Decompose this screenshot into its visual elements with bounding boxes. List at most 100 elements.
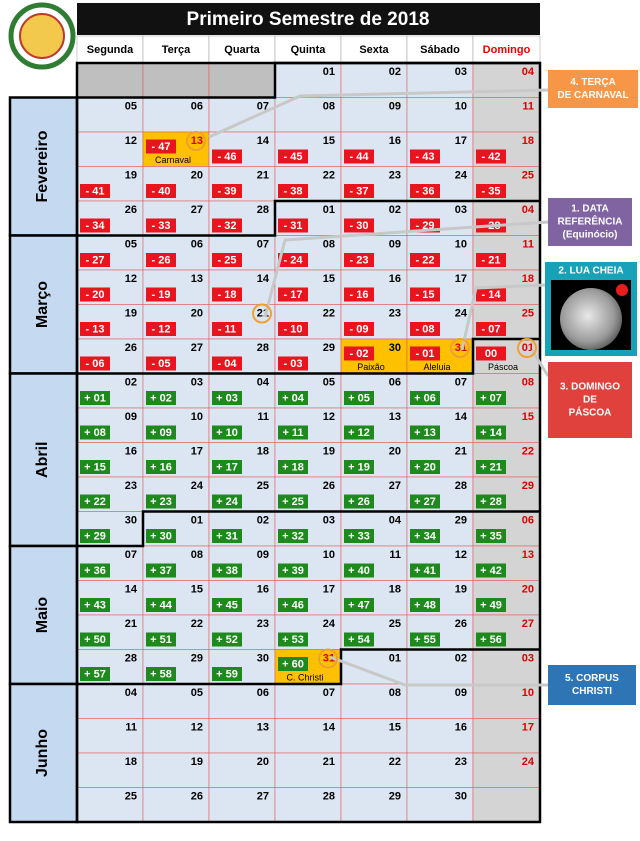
count-badge — [80, 391, 110, 405]
day-number: 23 — [455, 756, 467, 768]
count-label: + 54 — [348, 634, 371, 646]
day-number: 26 — [455, 618, 467, 630]
day-number: 06 — [191, 238, 203, 250]
count-label: + 47 — [348, 599, 370, 611]
day-number: 05 — [125, 238, 137, 250]
count-label: - 41 — [86, 185, 105, 197]
count-badge — [212, 218, 242, 233]
day-note: Páscoa — [488, 362, 518, 372]
count-badge — [278, 356, 308, 371]
count-badge — [410, 632, 440, 647]
count-badge — [410, 253, 440, 267]
count-label: + 35 — [480, 530, 502, 542]
count-label: - 18 — [218, 289, 237, 301]
count-badge — [410, 184, 440, 198]
day-number: 11 — [522, 100, 534, 112]
count-label: + 21 — [480, 461, 502, 473]
count-label: - 02 — [350, 348, 369, 360]
day-number: 04 — [257, 376, 270, 388]
day-number: 06 — [257, 687, 269, 699]
day-number: 10 — [191, 411, 203, 423]
count-label: + 59 — [216, 668, 238, 680]
day-number: 13 — [257, 721, 269, 733]
count-label: + 31 — [216, 530, 238, 542]
day-number: 11 — [522, 238, 534, 250]
count-badge — [476, 391, 506, 405]
day-number: 14 — [257, 135, 270, 147]
month-name: Março — [34, 281, 51, 328]
count-label: - 23 — [350, 254, 369, 266]
day-number: 30 — [389, 342, 401, 354]
count-label: + 18 — [282, 461, 304, 473]
day-number: 17 — [455, 135, 467, 147]
weekday: Segunda — [87, 44, 134, 56]
day-number: 29 — [389, 790, 401, 802]
count-badge — [344, 529, 374, 543]
day-number: 27 — [257, 790, 269, 802]
day-number: 27 — [522, 618, 534, 630]
day-number: 26 — [125, 204, 137, 216]
day-cell — [208, 752, 276, 788]
day-number: 15 — [191, 583, 203, 595]
day-cell — [274, 718, 342, 754]
day-cell — [76, 131, 144, 167]
count-label: + 11 — [282, 427, 303, 439]
count-label: - 38 — [284, 185, 303, 197]
day-number: 01 — [323, 66, 335, 78]
count-badge — [212, 184, 242, 198]
day-number: 28 — [125, 652, 137, 664]
date-circle — [450, 338, 470, 358]
day-cell — [142, 752, 210, 788]
count-label: - 25 — [218, 254, 237, 266]
day-cell — [340, 787, 408, 823]
count-label: - 32 — [218, 220, 237, 232]
count-badge — [80, 253, 110, 267]
day-number: 15 — [323, 273, 335, 285]
day-cell — [76, 62, 144, 98]
day-number: 29 — [455, 514, 467, 526]
count-label: - 11 — [218, 323, 236, 335]
day-number: 27 — [191, 204, 203, 216]
weekday-cell — [340, 35, 408, 64]
callout-text: (Equinócio) — [563, 230, 618, 241]
day-number: 04 — [125, 687, 138, 699]
day-number: 03 — [455, 204, 467, 216]
count-badge — [278, 391, 308, 405]
count-label: - 01 — [416, 348, 435, 360]
day-number: 12 — [125, 135, 137, 147]
count-badge — [146, 322, 176, 336]
day-number: 22 — [522, 445, 534, 457]
count-badge — [476, 149, 506, 164]
day-cell — [340, 683, 408, 719]
callout-text: DE CARNAVAL — [557, 90, 628, 101]
day-number: 09 — [455, 687, 467, 699]
day-number: 13 — [191, 135, 203, 147]
count-label: + 50 — [84, 634, 106, 646]
day-number: 20 — [257, 756, 269, 768]
count-label: - 33 — [152, 220, 171, 232]
count-badge — [278, 287, 308, 302]
day-number: 05 — [323, 376, 335, 388]
count-badge — [344, 253, 374, 267]
callout-text: 2. LUA CHEIA — [558, 266, 623, 277]
count-label: - 22 — [416, 254, 435, 266]
day-cell — [142, 62, 210, 98]
count-badge — [146, 184, 176, 198]
day-number: 21 — [125, 618, 137, 630]
count-label: + 08 — [84, 427, 106, 439]
count-badge — [212, 356, 242, 371]
day-number: 19 — [125, 169, 137, 181]
day-number: 26 — [323, 480, 335, 492]
count-label: + 23 — [150, 496, 172, 508]
day-number: 05 — [191, 687, 203, 699]
weekday: Quarta — [224, 44, 260, 56]
day-cell — [142, 718, 210, 754]
weekday: Quinta — [291, 44, 327, 56]
connector — [329, 655, 548, 687]
callout-box — [548, 362, 632, 438]
count-badge — [278, 598, 308, 612]
day-cell — [406, 752, 474, 788]
count-label: - 14 — [482, 289, 502, 301]
day-number: 10 — [522, 687, 534, 699]
count-label: - 16 — [350, 289, 369, 301]
